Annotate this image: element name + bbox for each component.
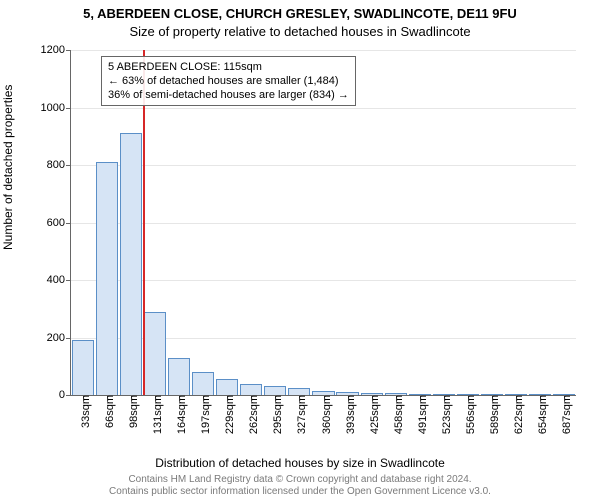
chart-container: 5, ABERDEEN CLOSE, CHURCH GRESLEY, SWADL… bbox=[0, 0, 600, 500]
xtick-label: 66sqm bbox=[98, 395, 116, 428]
histogram-bar bbox=[240, 384, 262, 396]
ytick-label: 1000 bbox=[41, 102, 71, 114]
xtick-label: 425sqm bbox=[363, 395, 381, 434]
xtick-label: 491sqm bbox=[411, 395, 429, 434]
xtick-label: 229sqm bbox=[218, 395, 236, 434]
xtick-label: 360sqm bbox=[315, 395, 333, 434]
xtick-label: 589sqm bbox=[483, 395, 501, 434]
chart-title-description: Size of property relative to detached ho… bbox=[0, 24, 600, 39]
xtick-label: 523sqm bbox=[435, 395, 453, 434]
ytick-label: 1200 bbox=[41, 44, 71, 56]
ytick-label: 0 bbox=[59, 389, 71, 401]
chart-title-address: 5, ABERDEEN CLOSE, CHURCH GRESLEY, SWADL… bbox=[0, 6, 600, 21]
plot-area: 02004006008001000120033sqm66sqm98sqm131s… bbox=[70, 50, 576, 396]
histogram-bar bbox=[96, 162, 118, 395]
histogram-bar bbox=[168, 358, 190, 395]
ytick-label: 800 bbox=[47, 159, 71, 171]
footer-line2: Contains public sector information licen… bbox=[0, 486, 600, 498]
xtick-label: 687sqm bbox=[555, 395, 573, 434]
xtick-label: 131sqm bbox=[146, 395, 164, 434]
ytick-label: 600 bbox=[47, 217, 71, 229]
histogram-bar bbox=[120, 133, 142, 395]
gridline-h bbox=[71, 50, 576, 51]
xtick-label: 458sqm bbox=[387, 395, 405, 434]
annotation-line2: ← 63% of detached houses are smaller (1,… bbox=[108, 74, 349, 88]
histogram-bar bbox=[264, 386, 286, 395]
xtick-label: 295sqm bbox=[266, 395, 284, 434]
gridline-h bbox=[71, 280, 576, 281]
annotation-line1: 5 ABERDEEN CLOSE: 115sqm bbox=[108, 60, 349, 74]
y-axis-label: Number of detached properties bbox=[1, 85, 15, 250]
footer-attribution: Contains HM Land Registry data © Crown c… bbox=[0, 474, 600, 498]
annotation-line3: 36% of semi-detached houses are larger (… bbox=[108, 88, 349, 102]
xtick-label: 98sqm bbox=[122, 395, 140, 428]
annotation-box: 5 ABERDEEN CLOSE: 115sqm ← 63% of detach… bbox=[101, 56, 356, 106]
xtick-label: 262sqm bbox=[242, 395, 260, 434]
xtick-label: 556sqm bbox=[459, 395, 477, 434]
gridline-h bbox=[71, 223, 576, 224]
histogram-bar bbox=[288, 388, 310, 395]
xtick-label: 164sqm bbox=[170, 395, 188, 434]
xtick-label: 393sqm bbox=[339, 395, 357, 434]
xtick-label: 327sqm bbox=[290, 395, 308, 434]
histogram-bar bbox=[192, 372, 214, 395]
x-axis-label: Distribution of detached houses by size … bbox=[0, 456, 600, 470]
xtick-label: 654sqm bbox=[531, 395, 549, 434]
gridline-h bbox=[71, 165, 576, 166]
xtick-label: 622sqm bbox=[507, 395, 525, 434]
ytick-label: 200 bbox=[47, 332, 71, 344]
histogram-bar bbox=[72, 340, 94, 395]
histogram-bar bbox=[216, 379, 238, 395]
histogram-bar bbox=[144, 312, 166, 395]
xtick-label: 33sqm bbox=[74, 395, 92, 428]
gridline-h bbox=[71, 108, 576, 109]
xtick-label: 197sqm bbox=[194, 395, 212, 434]
footer-line1: Contains HM Land Registry data © Crown c… bbox=[0, 474, 600, 486]
ytick-label: 400 bbox=[47, 274, 71, 286]
